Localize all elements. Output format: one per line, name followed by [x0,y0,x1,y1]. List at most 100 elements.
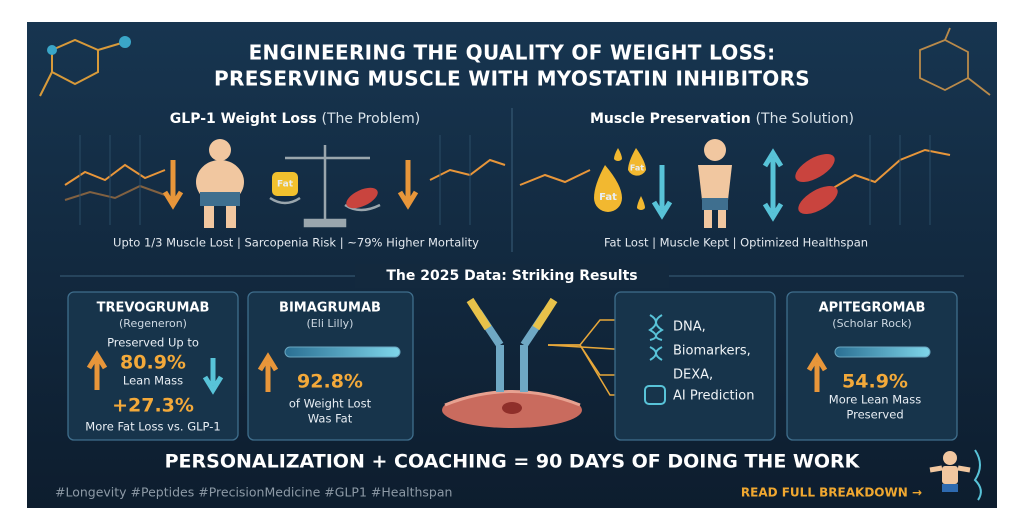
fat-drop [614,148,622,161]
person-fit [698,139,732,228]
arrow-up [86,350,108,390]
label: More Fat Loss vs. GLP-1 [85,420,220,434]
polyline-shape [829,148,951,191]
path-shape [698,165,732,200]
path-shape [944,27,951,41]
path-shape [269,196,301,205]
arrow-up [806,352,828,392]
arrow-down [651,165,673,220]
title-line: ENGINEERING THE QUALITY OF WEIGHT LOSS: [249,41,776,65]
fat-label: Fat [630,164,644,173]
arrow-down [202,358,224,395]
path-shape [496,345,528,392]
rect-shape [200,192,240,206]
stat: 54.9% [842,371,908,393]
grid-lines [79,135,931,225]
caption: Fat Lost | Muscle Kept | Optimized Healt… [604,236,868,250]
arrow-both [762,148,784,222]
path-shape [929,465,971,473]
heading-backdrop [355,264,669,288]
title-line: PRESERVING MUSCLE WITH MYOSTATIN INHIBIT… [214,67,810,91]
polyline-shape [519,169,591,186]
drug-name: APITEGROMAB [819,301,926,316]
arrow-down [397,160,419,210]
path-shape [655,314,664,341]
stat: +27.3% [112,395,194,417]
drug-name: BIMAGRUMAB [279,301,381,316]
path-shape [466,297,558,331]
path-shape [444,390,581,407]
person-heavy [196,139,244,228]
rect-shape [942,484,958,492]
path-shape [655,346,663,361]
company: (Eli Lilly) [307,317,354,330]
rect-shape [226,206,236,228]
heading-sub: (The Solution) [756,111,854,127]
card [614,291,776,441]
rect-shape [303,218,347,228]
arrow-up [257,352,279,392]
dna-icons [644,314,666,405]
rect-shape [644,385,666,405]
atom [119,36,131,48]
ellipse-shape [502,402,522,414]
label: of Weight Lost [289,397,372,411]
personalization-item: Biomarkers, [673,344,751,359]
circle-shape [943,451,957,465]
path-shape [973,449,982,501]
rect-shape [942,466,958,484]
circle-shape [704,139,726,161]
heading-main: Muscle Preservation [590,111,751,127]
fat-drop [594,165,622,212]
heading-sub: (The Problem) [322,111,421,127]
company: (Scholar Rock) [832,317,911,330]
fat-drop [637,196,645,210]
hashtags: #Longevity #Peptides #PrecisionMedicine … [55,485,452,500]
path-shape [39,71,53,97]
rect-shape [702,198,728,210]
mascot [929,449,982,501]
results-heading: The 2025 Data: Striking Results [386,268,637,284]
progress-bar [284,346,401,358]
label: Preserved [846,408,903,422]
personalization-item: DNA, [673,320,706,335]
polyline-shape [64,184,166,201]
card [247,291,414,441]
company: (Regeneron) [119,317,187,330]
personalization-item: AI Prediction [673,389,754,404]
rect-shape [718,210,726,228]
arrow-down [162,160,184,210]
cta-link[interactable]: READ FULL BREAKDOWN → [741,486,922,500]
circle-shape [209,139,231,161]
path-shape [967,77,991,96]
fat-drop [628,148,646,176]
stat: 80.9% [120,352,186,374]
progress-bar [834,346,931,358]
caption: Upto 1/3 Muscle Lost | Sarcopenia Risk |… [113,236,479,250]
card [67,291,239,441]
rect-shape [204,206,214,228]
card [786,291,958,441]
polyline-shape [64,163,166,186]
label: Preserved Up to [107,336,199,350]
heading-main: GLP-1 Weight Loss [170,111,317,127]
stat: 92.8% [297,371,363,393]
drug-name: TREVOGRUMAB [97,301,210,316]
muscle [798,186,838,214]
label: Was Fat [308,412,353,426]
section-heading: Muscle Preservation (The Solution) [590,111,854,127]
muscle [346,187,378,209]
fat-label: Fat [277,180,294,190]
atom [47,45,57,55]
muscle [795,154,835,182]
personalization-item: DEXA, [673,368,713,383]
label: Lean Mass [123,374,183,388]
rect-shape [704,210,712,228]
banner: PERSONALIZATION + COACHING = 90 DAYS OF … [165,451,861,473]
path-shape [648,314,657,341]
fat-label: Fat [599,192,617,203]
scale [269,145,381,228]
